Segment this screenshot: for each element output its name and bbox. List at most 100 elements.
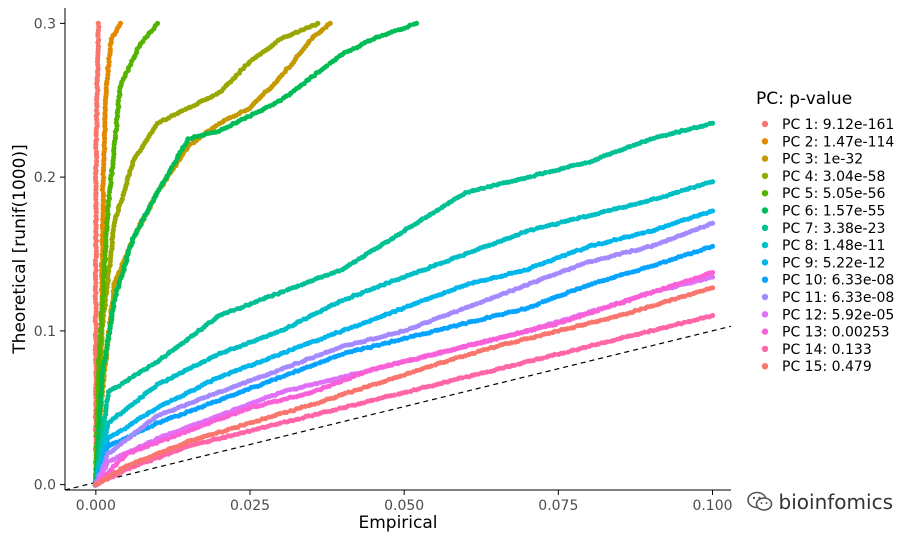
data-point [641, 230, 647, 236]
data-point [540, 355, 546, 361]
legend-key [761, 293, 769, 301]
data-point [333, 329, 339, 336]
data-point [638, 306, 644, 312]
data-point [271, 291, 278, 297]
legend-label: PC 14: 0.133 [782, 342, 872, 358]
legend-key [761, 120, 769, 128]
wechat-icon [746, 491, 773, 513]
data-point [345, 403, 351, 409]
data-point [582, 160, 589, 166]
data-point [709, 274, 716, 280]
data-point [95, 375, 101, 381]
data-point [106, 63, 112, 69]
data-point [93, 200, 99, 206]
data-point [100, 190, 106, 197]
data-point [576, 214, 583, 221]
data-point [277, 410, 283, 416]
data-point [98, 314, 104, 320]
data-point [100, 292, 107, 298]
series-15 [93, 285, 716, 488]
data-point [644, 243, 651, 250]
series-6 [92, 20, 420, 487]
data-point [104, 439, 110, 445]
data-point [274, 368, 280, 374]
data-point [105, 211, 111, 218]
data-point [107, 330, 113, 336]
data-point [613, 237, 620, 243]
data-point [93, 325, 99, 331]
legend-label: PC 8: 1.48e-11 [782, 238, 885, 254]
legend-label: PC 7: 3.38e-23 [782, 221, 885, 237]
data-point [641, 329, 647, 335]
data-point [459, 375, 465, 381]
data-point [681, 319, 687, 325]
legend-label: PC 9: 5.22e-12 [782, 255, 885, 271]
data-point [101, 139, 108, 145]
data-point [103, 85, 109, 92]
data-point [709, 120, 716, 126]
data-point [100, 279, 107, 285]
data-point [305, 413, 312, 419]
data-point [95, 20, 101, 26]
data-point [277, 420, 283, 426]
watermark: bioinfomics [746, 490, 893, 514]
data-point [93, 107, 100, 113]
data-point [96, 343, 102, 349]
x-tick-label: 0.100 [692, 498, 732, 514]
data-point [620, 334, 626, 340]
data-point [361, 345, 367, 351]
data-point [598, 317, 604, 323]
legend-label: PC 15: 0.479 [782, 359, 872, 375]
legend-key [761, 155, 769, 162]
x-ticks: 0.000 0.025 0.050 0.075 0.100 [76, 490, 733, 514]
data-point [570, 216, 576, 222]
data-point [709, 269, 716, 276]
data-point [413, 332, 419, 338]
data-point [607, 238, 614, 244]
legend-label: PC 13: 0.00253 [782, 325, 890, 341]
data-point [104, 342, 110, 348]
data-point [561, 350, 567, 356]
x-tick-label: 0.050 [384, 498, 424, 514]
data-point [154, 20, 161, 26]
data-point [315, 20, 321, 26]
data-point [92, 174, 99, 180]
data-point [222, 372, 228, 378]
data-point [709, 312, 716, 319]
series-11 [93, 220, 716, 488]
data-point [570, 347, 576, 353]
series-8 [92, 179, 716, 488]
data-points-layer [92, 20, 716, 488]
data-point [93, 184, 99, 190]
data-point [102, 104, 108, 111]
data-point [268, 422, 274, 428]
data-point [105, 459, 111, 465]
legend-key [761, 172, 769, 180]
data-point [442, 289, 448, 296]
legend-label: PC 5: 5.05e-56 [782, 186, 885, 202]
x-tick-label: 0.025 [230, 498, 270, 514]
data-point [92, 351, 98, 357]
data-point [117, 20, 124, 26]
data-point [93, 280, 99, 286]
plot-area [64, 20, 732, 491]
data-point [115, 98, 121, 104]
data-point [113, 439, 119, 445]
data-point [202, 358, 208, 364]
data-point [111, 145, 117, 151]
legend-key [761, 259, 769, 266]
series-7 [93, 120, 716, 488]
data-point [552, 351, 558, 357]
y-tick-label: 0.0 [34, 478, 56, 494]
data-point [96, 356, 102, 362]
data-point [687, 185, 693, 191]
legend-key [761, 345, 769, 353]
data-point [92, 258, 98, 264]
data-point [97, 403, 104, 409]
data-point [542, 169, 549, 176]
data-point [327, 20, 333, 26]
data-point [332, 380, 338, 387]
data-point [99, 321, 105, 327]
data-point [94, 136, 100, 142]
data-point [238, 109, 244, 115]
